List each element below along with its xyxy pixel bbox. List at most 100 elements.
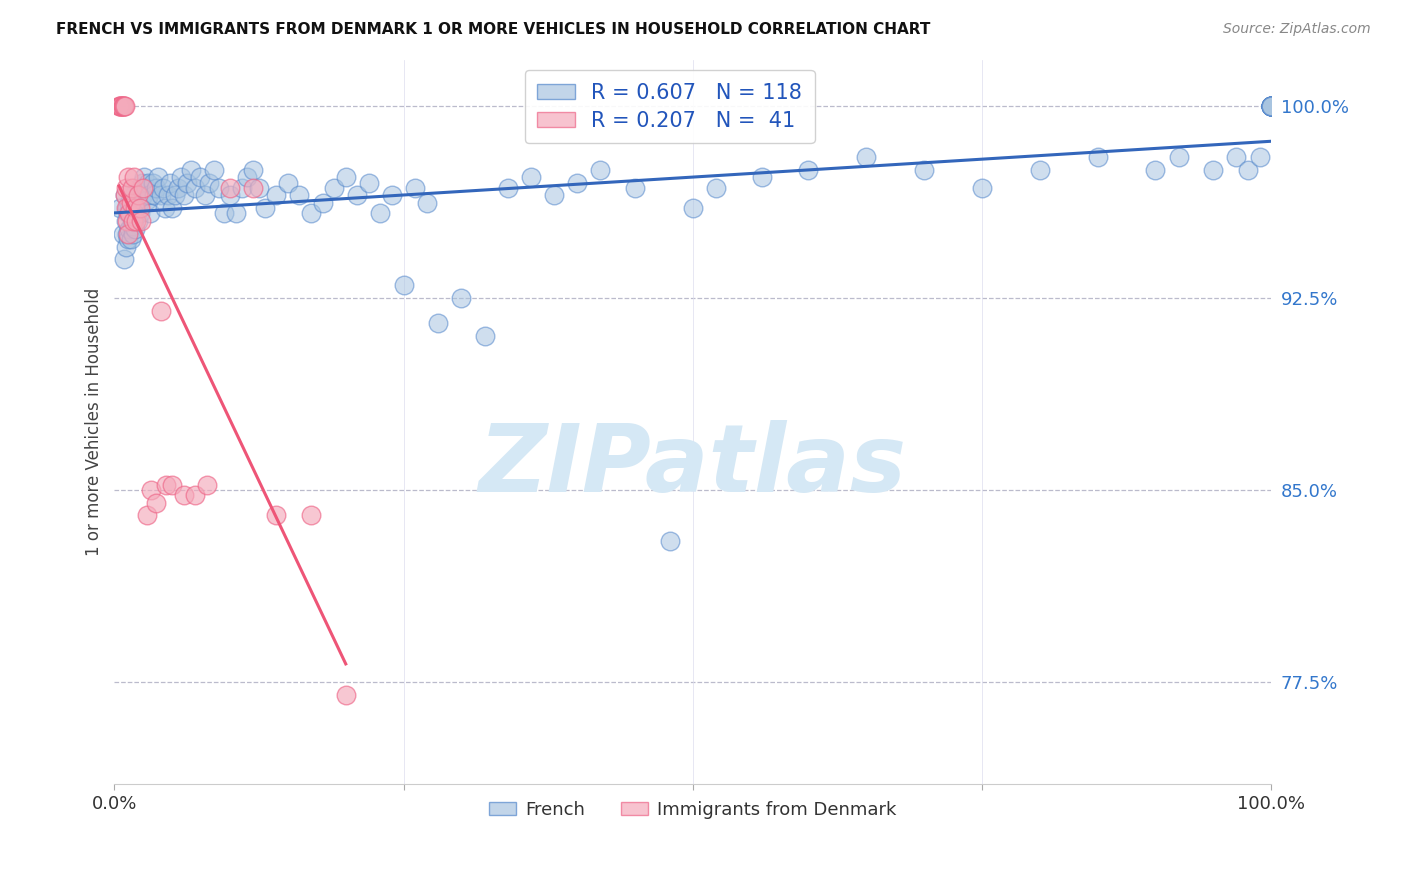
Point <box>135 194 157 208</box>
Point <box>231 180 253 194</box>
Point <box>115 239 138 253</box>
Point <box>117 227 139 241</box>
Point <box>117 232 139 246</box>
Point <box>225 206 247 220</box>
Point <box>543 188 565 202</box>
Point <box>136 176 159 190</box>
Point <box>121 219 143 233</box>
Point <box>108 99 131 113</box>
Point <box>704 180 727 194</box>
Point <box>120 232 142 246</box>
Point <box>149 188 172 202</box>
Point <box>124 196 146 211</box>
Point <box>1202 162 1225 177</box>
Point <box>127 188 149 202</box>
Point <box>855 150 877 164</box>
Point <box>111 227 134 241</box>
Text: Source: ZipAtlas.com: Source: ZipAtlas.com <box>1223 22 1371 37</box>
Point <box>1260 99 1282 113</box>
Point <box>114 188 136 202</box>
Point <box>122 214 145 228</box>
Point <box>170 170 193 185</box>
Point <box>1260 99 1282 113</box>
Point <box>357 176 380 190</box>
Point <box>323 180 346 194</box>
Point <box>288 188 311 202</box>
Point <box>162 477 184 491</box>
Point <box>219 188 242 202</box>
Point <box>108 99 131 113</box>
Point <box>127 214 149 228</box>
Point <box>589 162 612 177</box>
Point <box>1260 99 1282 113</box>
Point <box>129 194 152 208</box>
Point <box>236 170 259 185</box>
Point <box>128 201 150 215</box>
Point <box>134 170 156 185</box>
Point <box>1260 99 1282 113</box>
Point <box>159 176 181 190</box>
Point <box>118 196 141 211</box>
Point <box>145 496 167 510</box>
Point <box>120 206 142 220</box>
Point <box>335 170 357 185</box>
Point <box>392 277 415 292</box>
Point <box>122 214 145 228</box>
Point <box>381 188 404 202</box>
Point <box>128 196 150 211</box>
Point <box>214 206 236 220</box>
Point <box>112 252 135 267</box>
Point <box>370 206 392 220</box>
Point <box>152 180 174 194</box>
Point <box>141 483 163 497</box>
Point <box>115 214 138 228</box>
Point <box>132 180 155 194</box>
Point <box>110 99 132 113</box>
Point <box>415 196 437 211</box>
Point <box>1144 162 1167 177</box>
Point <box>207 180 229 194</box>
Point <box>111 99 134 113</box>
Point <box>1087 150 1109 164</box>
Point <box>115 227 138 241</box>
Point <box>311 196 333 211</box>
Point <box>138 188 160 202</box>
Point <box>1260 99 1282 113</box>
Point <box>162 201 184 215</box>
Point <box>266 508 288 523</box>
Point <box>120 196 142 211</box>
Point <box>266 188 288 202</box>
Point <box>117 170 139 185</box>
Point <box>277 176 299 190</box>
Point <box>110 99 132 113</box>
Point <box>184 180 207 194</box>
Point <box>299 206 322 220</box>
Point <box>1029 162 1052 177</box>
Point <box>404 180 426 194</box>
Point <box>565 176 588 190</box>
Point <box>335 688 357 702</box>
Point <box>1260 99 1282 113</box>
Point <box>163 188 186 202</box>
Point <box>115 214 138 228</box>
Point <box>118 206 141 220</box>
Point <box>111 99 134 113</box>
Point <box>1260 99 1282 113</box>
Point <box>114 188 136 202</box>
Point <box>1260 99 1282 113</box>
Point <box>1249 150 1271 164</box>
Point <box>155 201 177 215</box>
Point <box>115 180 138 194</box>
Point <box>155 477 177 491</box>
Point <box>242 162 264 177</box>
Point <box>180 162 202 177</box>
Point <box>346 188 368 202</box>
Point <box>131 176 153 190</box>
Point <box>1237 162 1260 177</box>
Point <box>247 180 270 194</box>
Point <box>121 194 143 208</box>
Legend: French, Immigrants from Denmark: French, Immigrants from Denmark <box>482 794 904 826</box>
Point <box>253 201 276 215</box>
Point <box>142 188 165 202</box>
Point <box>122 188 145 202</box>
